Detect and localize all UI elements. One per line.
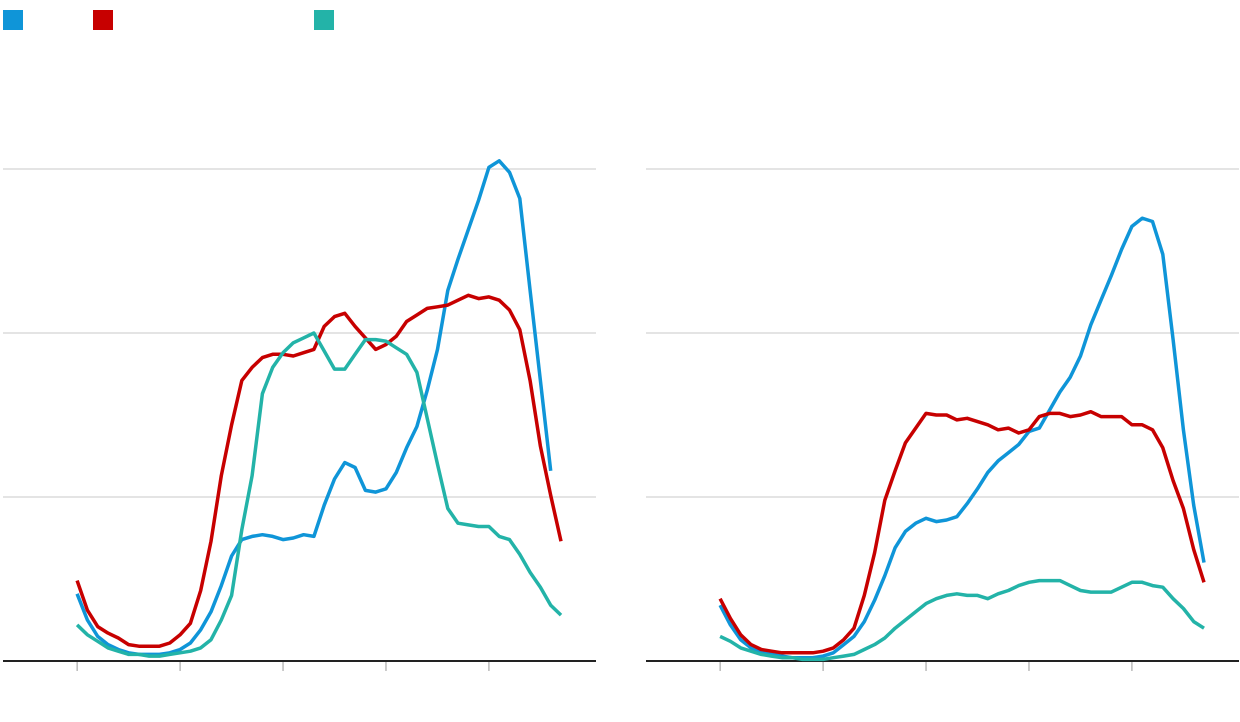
series-line (75, 331, 563, 658)
legend-swatch (93, 10, 113, 30)
series-line (718, 216, 1206, 660)
series-line (718, 409, 1206, 655)
series-line (75, 159, 553, 657)
legend-swatch (314, 10, 334, 30)
legend-swatch (3, 10, 23, 30)
series-line (75, 293, 563, 648)
series-line (719, 578, 1205, 662)
